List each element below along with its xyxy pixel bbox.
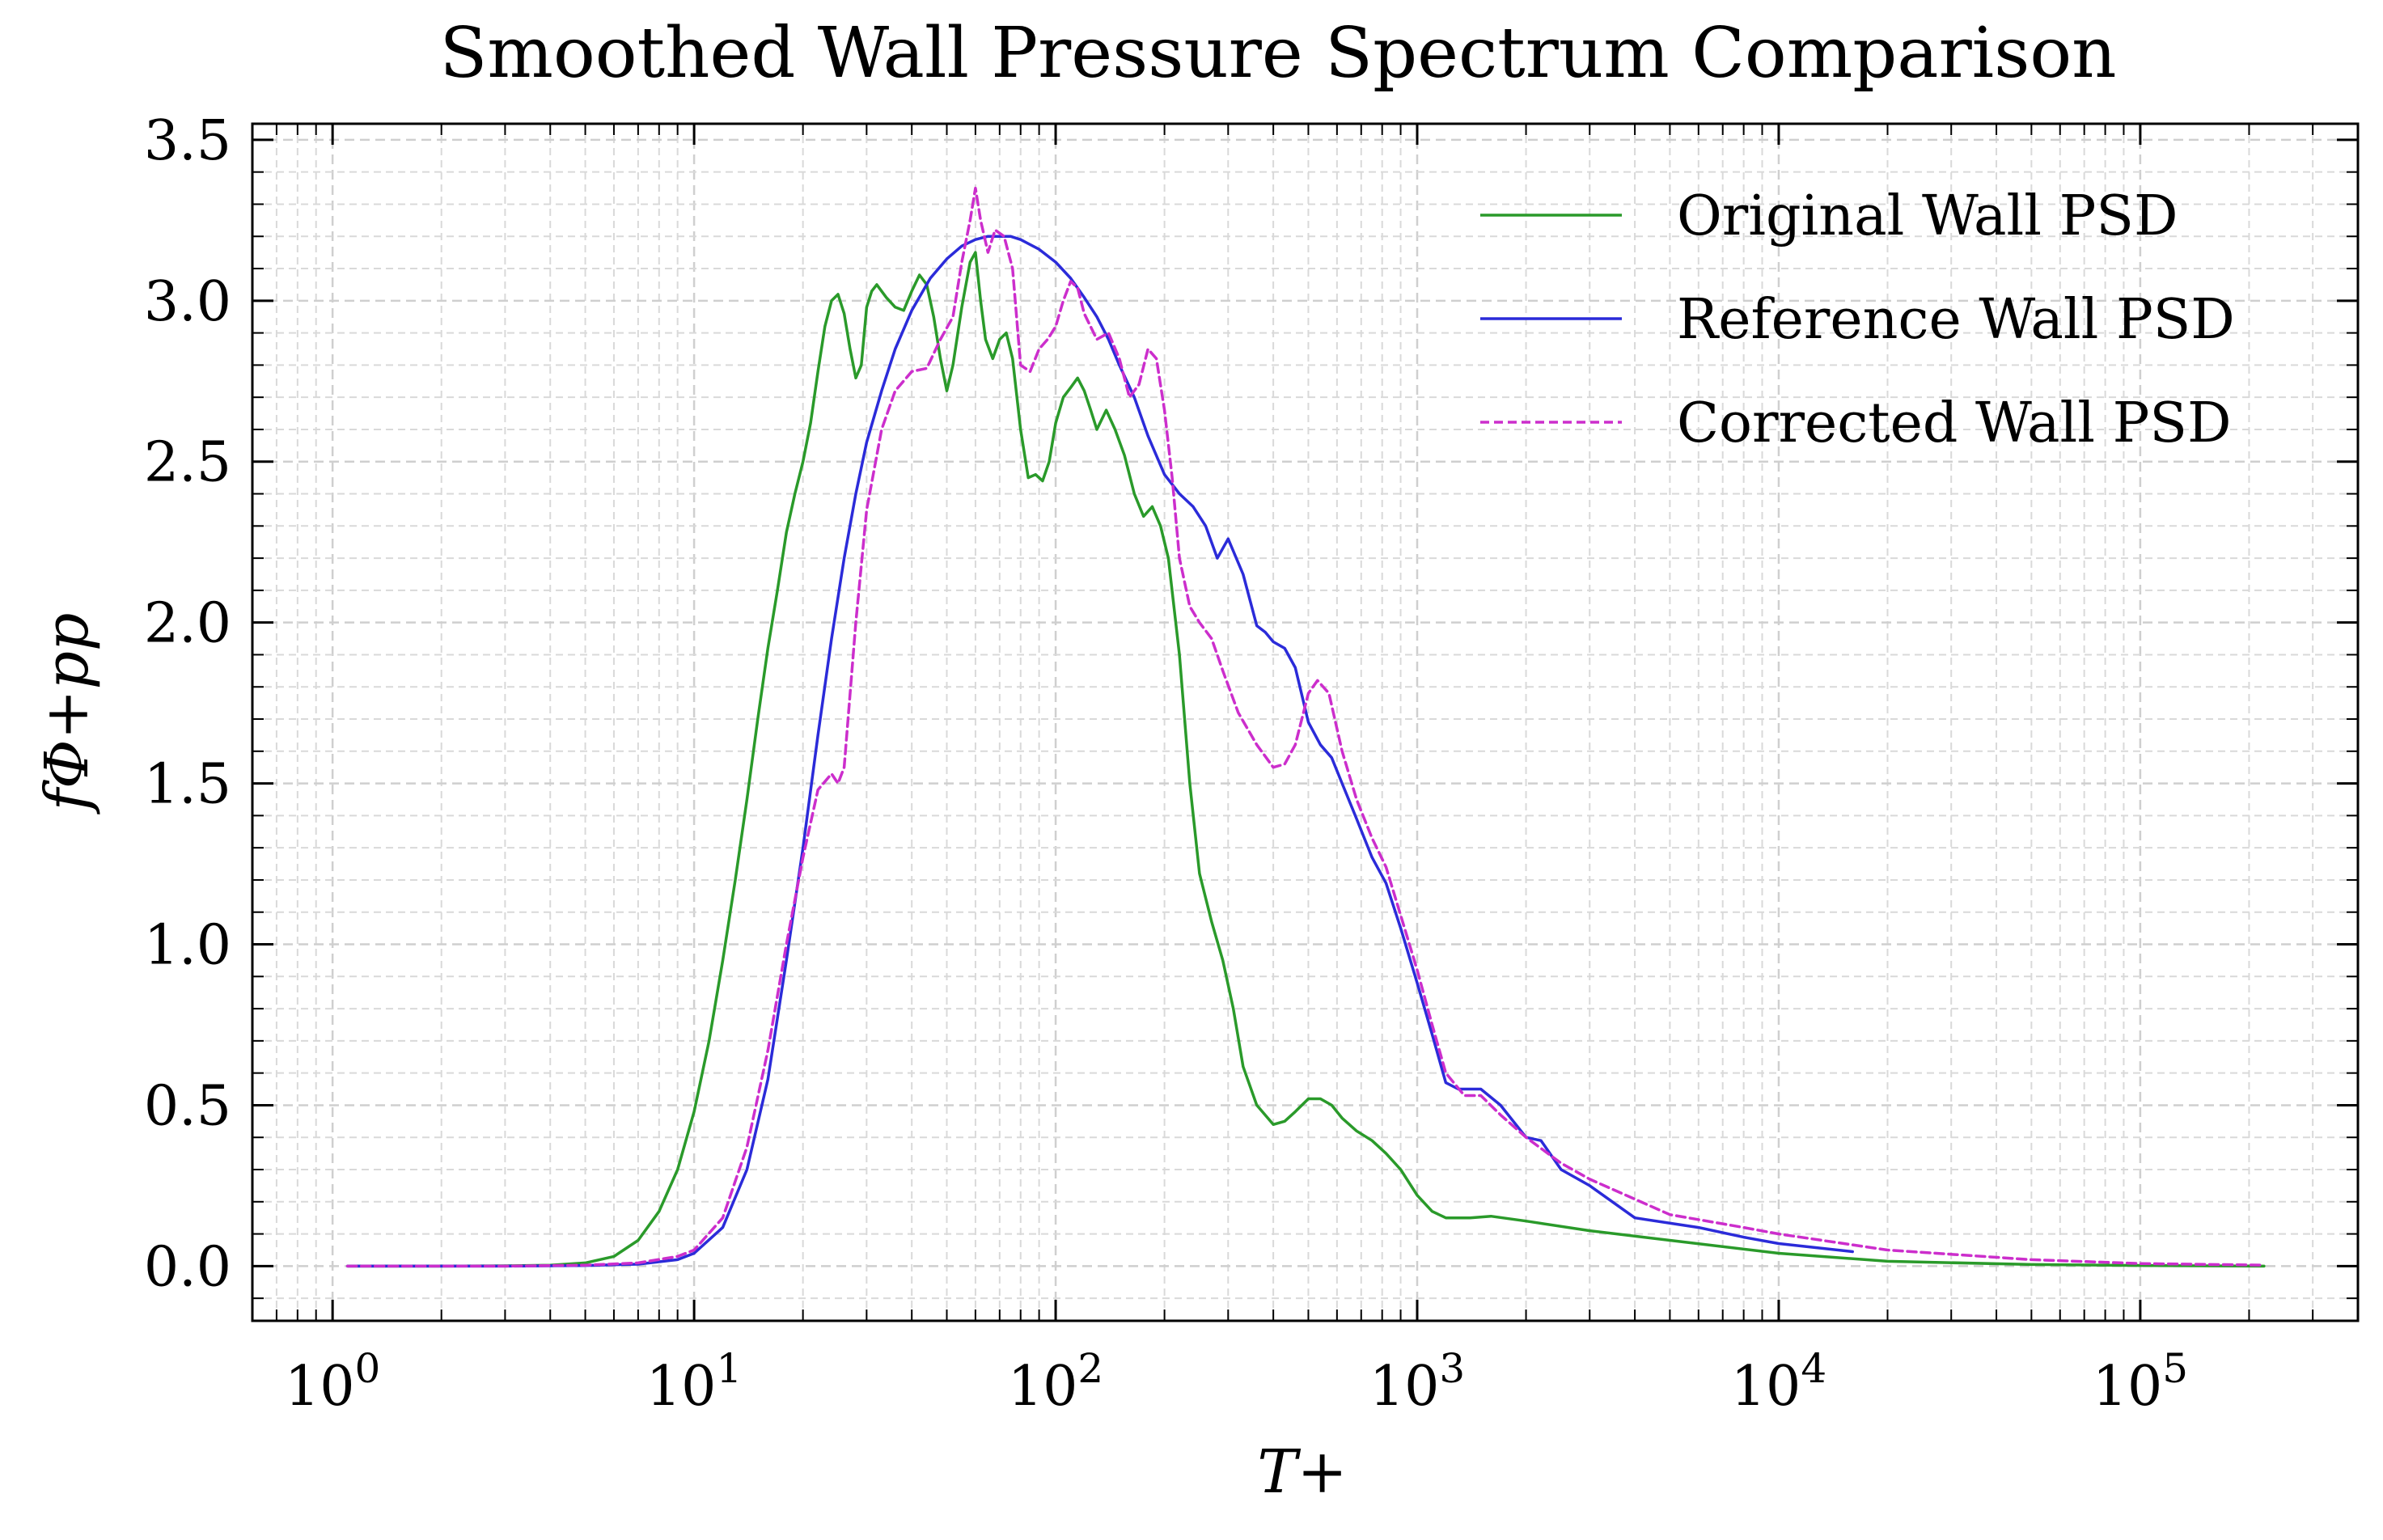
y-tick-label: 0.0	[144, 1235, 231, 1299]
x-axis-label: T+	[1257, 1437, 1347, 1507]
legend-label-1: Reference Wall PSD	[1677, 288, 2235, 352]
series-line-1	[345, 235, 1854, 1268]
y-tick-label: 3.5	[144, 109, 231, 173]
y-tick-label: 1.0	[144, 914, 231, 978]
series-line-0	[345, 251, 2266, 1268]
x-tick-label: 104	[1731, 1345, 1826, 1419]
plot-frame	[251, 122, 2360, 1322]
y-axis-label: fΦ+pp	[32, 613, 102, 815]
x-tick-label: 105	[2093, 1345, 2188, 1419]
series-lines	[345, 186, 2266, 1268]
legend-label-0: Original Wall PSD	[1677, 184, 2178, 248]
axis-ticks	[252, 124, 2358, 1321]
y-tick-label: 1.5	[144, 753, 231, 817]
grid-lines	[252, 124, 2358, 1321]
legend-label-2: Corrected Wall PSD	[1677, 391, 2232, 455]
x-tick-label: 102	[1008, 1345, 1103, 1419]
x-axis-tick-labels: 100 101 102 103 104 105	[285, 1345, 2188, 1419]
y-tick-label: 0.5	[144, 1074, 231, 1138]
y-tick-label: 2.5	[144, 431, 231, 495]
x-tick-label: 101	[646, 1345, 742, 1419]
chart-title: Smoothed Wall Pressure Spectrum Comparis…	[440, 13, 2117, 94]
legend: Original Wall PSD Reference Wall PSD Corre…	[1480, 184, 2235, 455]
y-tick-label: 3.0	[144, 270, 231, 334]
series-line-2	[345, 186, 2266, 1268]
x-tick-label: 103	[1369, 1345, 1465, 1419]
x-tick-label: 100	[285, 1345, 380, 1419]
y-axis-tick-labels: 0.0 0.5 1.0 1.5 2.0 2.5 3.0 3.5	[144, 109, 231, 1299]
y-tick-label: 2.0	[144, 592, 231, 656]
